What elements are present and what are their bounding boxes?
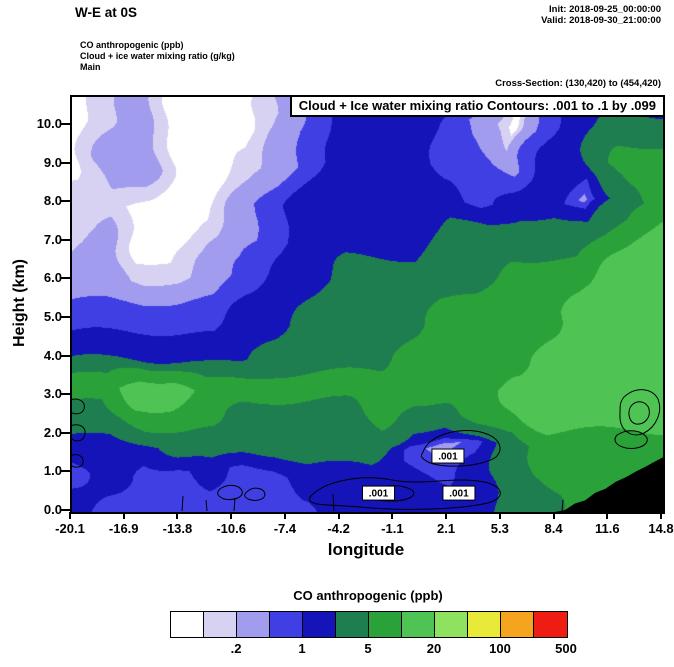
y-tick-mark bbox=[61, 470, 70, 473]
colorbar-cell bbox=[402, 612, 435, 637]
colorbar-tick-label: 1 bbox=[298, 641, 306, 656]
y-tick-mark bbox=[61, 200, 70, 203]
y-tick-mark bbox=[61, 161, 70, 164]
colorbar-cell bbox=[534, 612, 567, 637]
cloud-contour-line bbox=[628, 401, 650, 425]
x-tick-mark bbox=[337, 512, 340, 519]
x-tick-label: -1.1 bbox=[381, 521, 404, 536]
contour-label-box bbox=[442, 485, 476, 501]
colorbar-title: CO anthropogenic (ppb) bbox=[293, 588, 443, 603]
x-tick-mark bbox=[176, 512, 179, 519]
cloud-contour-line bbox=[72, 398, 86, 468]
y-tick-mark bbox=[61, 354, 70, 357]
contour-info-text: Cloud + Ice water mixing ratio Contours:… bbox=[298, 98, 656, 113]
y-tick-label: 4.0 bbox=[43, 347, 62, 363]
cloud-contour-line bbox=[309, 477, 501, 510]
colorbar-tick-label: 500 bbox=[555, 641, 577, 656]
x-tick-label: 14.8 bbox=[648, 521, 674, 536]
x-tick-mark bbox=[122, 512, 125, 519]
field-line: CO anthropogenic (ppb) bbox=[80, 40, 184, 50]
y-tick-label: 0.0 bbox=[43, 502, 62, 517]
colorbar-cell bbox=[303, 612, 336, 637]
x-tick-label: 11.6 bbox=[594, 521, 620, 536]
x-tick-label: -13.8 bbox=[162, 521, 193, 536]
x-tick-label: -16.9 bbox=[108, 521, 139, 536]
x-tick-label: -7.4 bbox=[273, 521, 297, 536]
colorbar-cell bbox=[270, 612, 303, 637]
y-tick-mark bbox=[61, 315, 70, 318]
colorbar-tick-label: .2 bbox=[230, 641, 242, 656]
x-tick-mark bbox=[552, 512, 555, 519]
colorbar-tick-labels: .2 1 5 20 100 500 bbox=[170, 641, 577, 657]
y-tick-mark bbox=[61, 238, 70, 241]
plot-area: .001 .001 .001 Cloud + Ice water mixing ra… bbox=[70, 95, 665, 514]
init-time-label: Init: 2018-09-25_00:00:00 bbox=[549, 4, 661, 15]
y-tick-mark bbox=[61, 122, 70, 125]
y-tick-label: 10.0 bbox=[36, 115, 62, 131]
field-line: Main bbox=[80, 62, 101, 72]
colorbar-cell bbox=[204, 612, 237, 637]
contour-label: .001 bbox=[438, 452, 458, 463]
colorbar-cell bbox=[369, 612, 402, 637]
contour-label: .001 bbox=[369, 489, 389, 500]
contour-label: .001 bbox=[449, 489, 469, 500]
y-tick-label: 5.0 bbox=[43, 308, 62, 324]
cloud-contour-line bbox=[420, 430, 501, 467]
contour-info-box: Cloud + Ice water mixing ratio Contours:… bbox=[289, 95, 665, 117]
y-tick-label: 3.0 bbox=[43, 386, 62, 402]
cloud-contour-line bbox=[614, 430, 648, 449]
x-tick-mark bbox=[283, 512, 286, 519]
x-tick-mark bbox=[445, 512, 448, 519]
colorbar-cell bbox=[501, 612, 534, 637]
colorbar-tick-label: 20 bbox=[426, 641, 442, 656]
x-tick-label: -10.6 bbox=[216, 521, 246, 536]
x-tick-mark bbox=[69, 512, 71, 519]
y-tick-mark bbox=[61, 393, 70, 396]
colorbar-cell bbox=[435, 612, 468, 637]
x-tick-mark bbox=[660, 512, 662, 519]
y-tick-mark bbox=[61, 509, 70, 511]
x-tick-mark bbox=[391, 512, 394, 519]
contour-label-box bbox=[362, 485, 396, 501]
colorbar-cell bbox=[237, 612, 270, 637]
x-tick-mark bbox=[230, 512, 233, 519]
cross-section-label: Cross-Section: (130,420) to (454,420) bbox=[495, 78, 661, 89]
x-tick-label: -20.1 bbox=[55, 521, 85, 536]
y-tick-mark bbox=[61, 431, 70, 434]
y-tick-label: 7.0 bbox=[43, 231, 62, 247]
x-tick-label: 8.4 bbox=[544, 521, 563, 536]
y-tick-mark bbox=[61, 277, 70, 280]
x-tick-mark bbox=[606, 512, 609, 519]
field-line: Cloud + ice water mixing ratio (g/kg) bbox=[80, 51, 235, 61]
x-tick-label: 2.1 bbox=[437, 521, 456, 536]
colorbar-cell bbox=[468, 612, 501, 637]
x-axis-label: longitude bbox=[327, 540, 405, 559]
colorbar-cell bbox=[171, 612, 204, 637]
y-tick-label: 9.0 bbox=[43, 154, 62, 170]
x-tick-label: 5.3 bbox=[490, 521, 509, 536]
cloud-contour-line bbox=[181, 493, 564, 512]
contour-label-box bbox=[431, 448, 465, 464]
page-title: W-E at 0S bbox=[75, 5, 137, 20]
terrain-profile bbox=[554, 457, 663, 512]
colorbar bbox=[170, 611, 568, 638]
valid-time-label: Valid: 2018-09-30_21:00:00 bbox=[541, 15, 661, 26]
colorbar-cell bbox=[336, 612, 369, 637]
x-tick-mark bbox=[498, 512, 501, 519]
cloud-contour-line bbox=[619, 389, 661, 436]
contour-overlay-svg: .001 .001 .001 bbox=[72, 389, 663, 512]
run-times: Init: 2018-09-25_00:00:00 Valid: 2018-09… bbox=[541, 4, 661, 26]
y-axis-label: Height (km) bbox=[11, 259, 28, 347]
y-tick-label: 8.0 bbox=[43, 193, 62, 209]
x-tick-label: -4.2 bbox=[327, 521, 350, 536]
y-tick-label: 1.0 bbox=[43, 463, 62, 479]
field-list: CO anthropogenic (ppb) Cloud + ice water … bbox=[80, 40, 235, 73]
y-tick-label: 2.0 bbox=[43, 424, 62, 440]
colorbar-tick-label: 5 bbox=[364, 641, 372, 656]
y-tick-label: 6.0 bbox=[43, 270, 62, 286]
colorbar-tick-label: 100 bbox=[489, 641, 511, 656]
contour-fill-canvas bbox=[72, 97, 663, 512]
cloud-contour-line bbox=[217, 484, 266, 501]
